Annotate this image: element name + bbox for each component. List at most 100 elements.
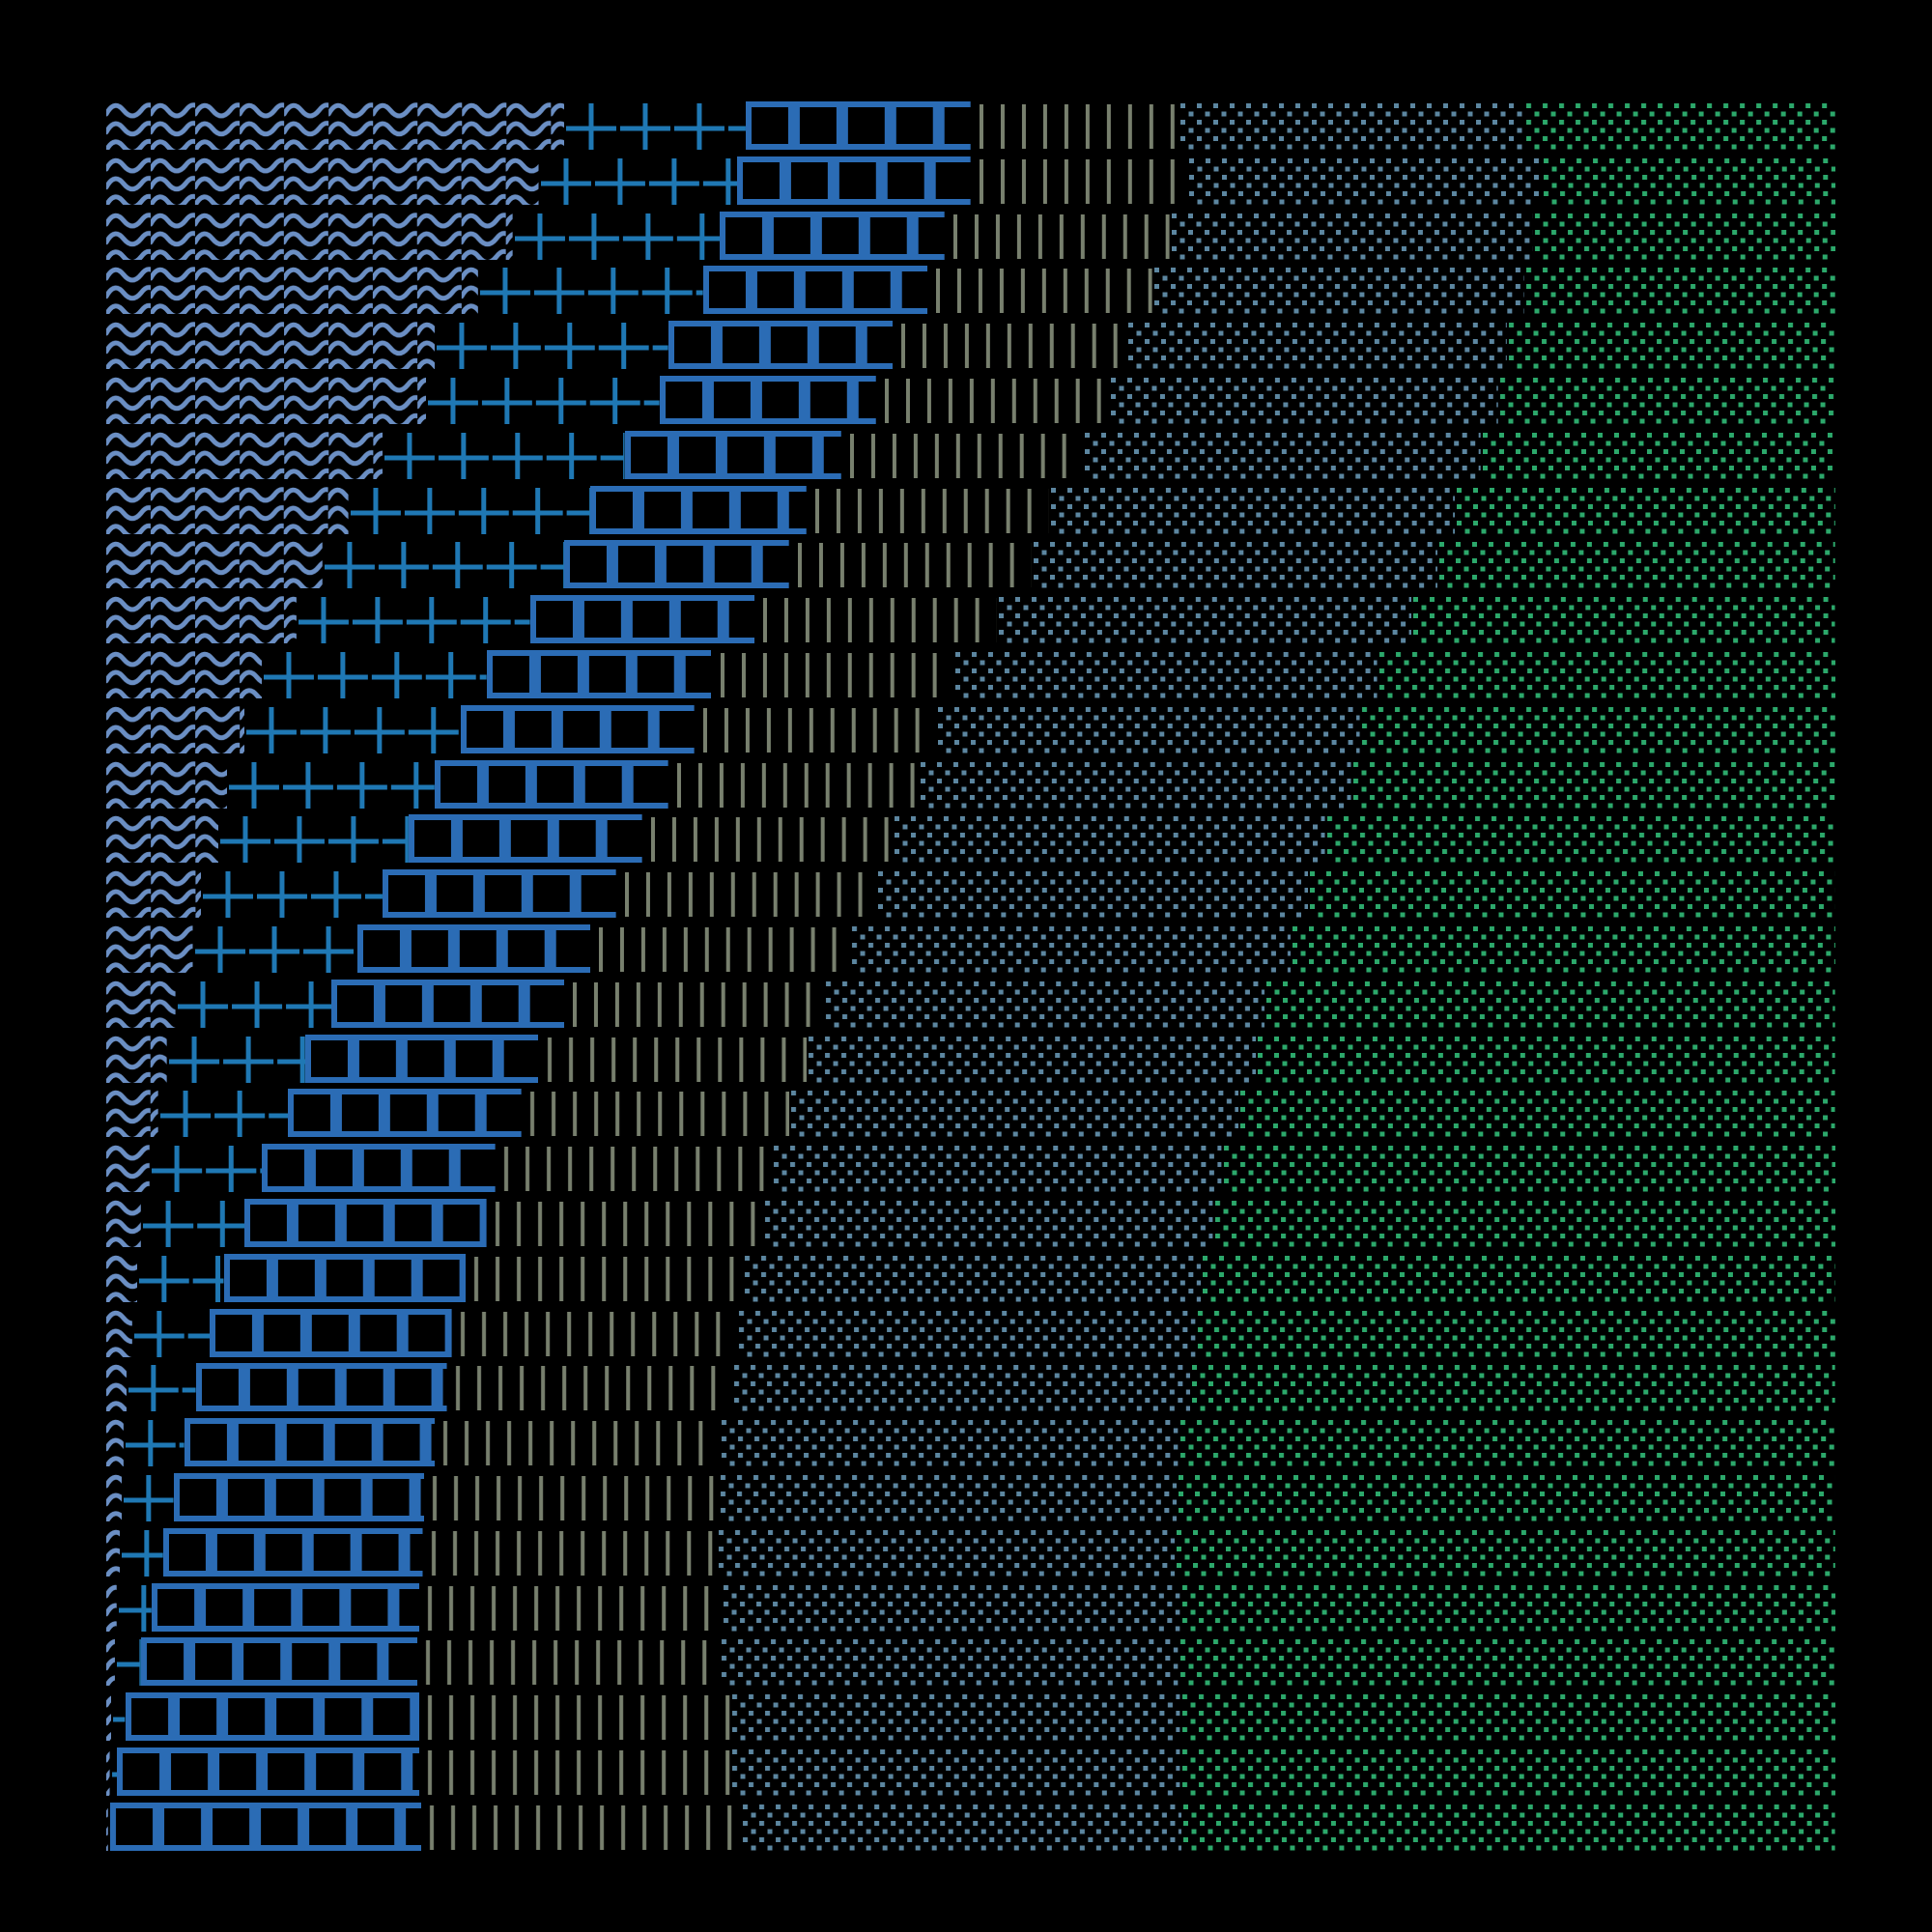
- bar-segment-wave[interactable]: [106, 1747, 110, 1796]
- bar-segment-plus[interactable]: [175, 979, 331, 1028]
- bar-segment-vline[interactable]: [495, 1144, 773, 1193]
- bar-segment-vline[interactable]: [754, 595, 997, 644]
- bar-segment-vline[interactable]: [424, 1473, 719, 1521]
- bar-segment-vline[interactable]: [840, 430, 1084, 479]
- bar-segment-vline[interactable]: [418, 1582, 723, 1632]
- bar-segment-dot-green[interactable]: [1291, 924, 1835, 973]
- bar-segment-dot-green[interactable]: [1377, 650, 1835, 698]
- bar-segment-dot-blue[interactable]: [953, 650, 1378, 698]
- bar-segment-dot-green[interactable]: [1195, 1308, 1835, 1357]
- bar-segment-wave[interactable]: [106, 650, 263, 698]
- bar-segment-dot-green[interactable]: [1532, 211, 1835, 260]
- bar-segment-plus[interactable]: [111, 1692, 126, 1742]
- bar-segment-wave[interactable]: [106, 1692, 112, 1742]
- bar-segment-dot-green[interactable]: [1179, 1582, 1835, 1632]
- bar-segment-dot-blue[interactable]: [720, 1637, 1179, 1687]
- bar-segment-dot-blue[interactable]: [737, 1308, 1196, 1357]
- bar-segment-wave[interactable]: [106, 321, 436, 370]
- bar-segment-dot-blue[interactable]: [875, 869, 1309, 919]
- bar-segment-dot-blue[interactable]: [740, 1802, 1182, 1851]
- bar-segment-dot-blue[interactable]: [716, 1527, 1176, 1577]
- bar-segment-dot-blue[interactable]: [1186, 156, 1542, 205]
- bar-segment-box[interactable]: [184, 1418, 436, 1467]
- bar-segment-box[interactable]: [330, 979, 565, 1028]
- bar-segment-box[interactable]: [163, 1527, 423, 1577]
- bar-segment-vline[interactable]: [945, 211, 1170, 260]
- bar-segment-wave[interactable]: [106, 1308, 132, 1357]
- bar-segment-plus[interactable]: [227, 759, 436, 809]
- bar-segment-plus[interactable]: [166, 1034, 305, 1083]
- bar-segment-vline[interactable]: [418, 1747, 731, 1796]
- bar-segment-plus[interactable]: [538, 156, 738, 205]
- bar-segment-box[interactable]: [668, 321, 894, 370]
- bar-segment-dot-blue[interactable]: [772, 1144, 1222, 1193]
- bar-segment-dot-blue[interactable]: [731, 1363, 1191, 1412]
- bar-segment-vline[interactable]: [486, 1199, 764, 1247]
- bar-segment-plus[interactable]: [244, 704, 461, 753]
- bar-segment-dot-green[interactable]: [1481, 430, 1835, 479]
- bar-segment-dot-blue[interactable]: [722, 1582, 1180, 1632]
- bar-segment-plus[interactable]: [296, 595, 530, 644]
- bar-segment-dot-blue[interactable]: [1178, 101, 1524, 150]
- bar-segment-plus[interactable]: [322, 540, 565, 589]
- bar-segment-dot-green[interactable]: [1178, 1418, 1835, 1467]
- bar-segment-box[interactable]: [720, 211, 946, 260]
- bar-segment-vline[interactable]: [435, 1418, 721, 1467]
- bar-segment-plus[interactable]: [149, 1144, 263, 1193]
- bar-segment-plus[interactable]: [116, 1582, 152, 1632]
- bar-segment-box[interactable]: [460, 704, 695, 753]
- bar-segment-dot-blue[interactable]: [1151, 266, 1524, 315]
- bar-segment-wave[interactable]: [106, 979, 176, 1028]
- bar-segment-dot-blue[interactable]: [742, 1253, 1202, 1302]
- bar-segment-wave[interactable]: [106, 595, 297, 644]
- bar-segment-dot-green[interactable]: [1264, 979, 1835, 1028]
- bar-segment-dot-green[interactable]: [1350, 759, 1835, 809]
- bar-segment-wave[interactable]: [106, 1418, 124, 1467]
- bar-segment-vline[interactable]: [641, 814, 894, 864]
- bar-segment-wave[interactable]: [106, 540, 323, 589]
- bar-segment-vline[interactable]: [422, 1527, 717, 1577]
- bar-segment-plus[interactable]: [348, 485, 591, 534]
- bar-segment-vline[interactable]: [711, 650, 954, 698]
- bar-segment-plus[interactable]: [122, 1473, 174, 1521]
- bar-segment-plus[interactable]: [123, 1418, 185, 1467]
- bar-segment-dot-blue[interactable]: [996, 595, 1412, 644]
- bar-segment-vline[interactable]: [538, 1034, 807, 1083]
- bar-segment-dot-blue[interactable]: [849, 924, 1292, 973]
- bar-segment-box[interactable]: [210, 1308, 452, 1357]
- bar-segment-plus[interactable]: [120, 1527, 164, 1577]
- bar-segment-dot-green[interactable]: [1181, 1802, 1835, 1851]
- bar-segment-dot-green[interactable]: [1179, 1692, 1835, 1742]
- bar-segment-wave[interactable]: [106, 1144, 150, 1193]
- bar-segment-plus[interactable]: [157, 1089, 288, 1138]
- bar-segment-box[interactable]: [737, 156, 971, 205]
- bar-segment-box[interactable]: [244, 1199, 487, 1247]
- bar-segment-dot-blue[interactable]: [1169, 211, 1533, 260]
- bar-segment-wave[interactable]: [106, 1034, 167, 1083]
- bar-segment-plus[interactable]: [107, 1802, 110, 1851]
- bar-segment-plus[interactable]: [131, 1308, 211, 1357]
- bar-segment-dot-blue[interactable]: [789, 1089, 1239, 1138]
- bar-segment-vline[interactable]: [789, 540, 1032, 589]
- bar-segment-vline[interactable]: [694, 704, 937, 753]
- bar-segment-dot-green[interactable]: [1359, 704, 1835, 753]
- bar-segment-dot-blue[interactable]: [936, 704, 1360, 753]
- bar-segment-dot-green[interactable]: [1212, 1199, 1835, 1247]
- bar-segment-dot-green[interactable]: [1221, 1144, 1835, 1193]
- bar-segment-wave[interactable]: [106, 1199, 141, 1247]
- bar-segment-wave[interactable]: [106, 430, 384, 479]
- bar-segment-plus[interactable]: [114, 1637, 141, 1687]
- bar-segment-wave[interactable]: [106, 924, 193, 973]
- bar-segment-box[interactable]: [590, 485, 807, 534]
- bar-segment-dot-green[interactable]: [1238, 1089, 1835, 1138]
- bar-segment-plus[interactable]: [262, 650, 487, 698]
- bar-segment-wave[interactable]: [106, 814, 219, 864]
- bar-segment-wave[interactable]: [106, 101, 565, 150]
- bar-segment-vline[interactable]: [446, 1363, 732, 1412]
- bar-segment-dot-green[interactable]: [1177, 1473, 1835, 1521]
- bar-segment-dot-blue[interactable]: [1109, 376, 1498, 424]
- bar-segment-vline[interactable]: [971, 156, 1187, 205]
- bar-segment-vline[interactable]: [521, 1089, 790, 1138]
- bar-segment-wave[interactable]: [106, 1363, 128, 1412]
- bar-segment-vline[interactable]: [668, 759, 920, 809]
